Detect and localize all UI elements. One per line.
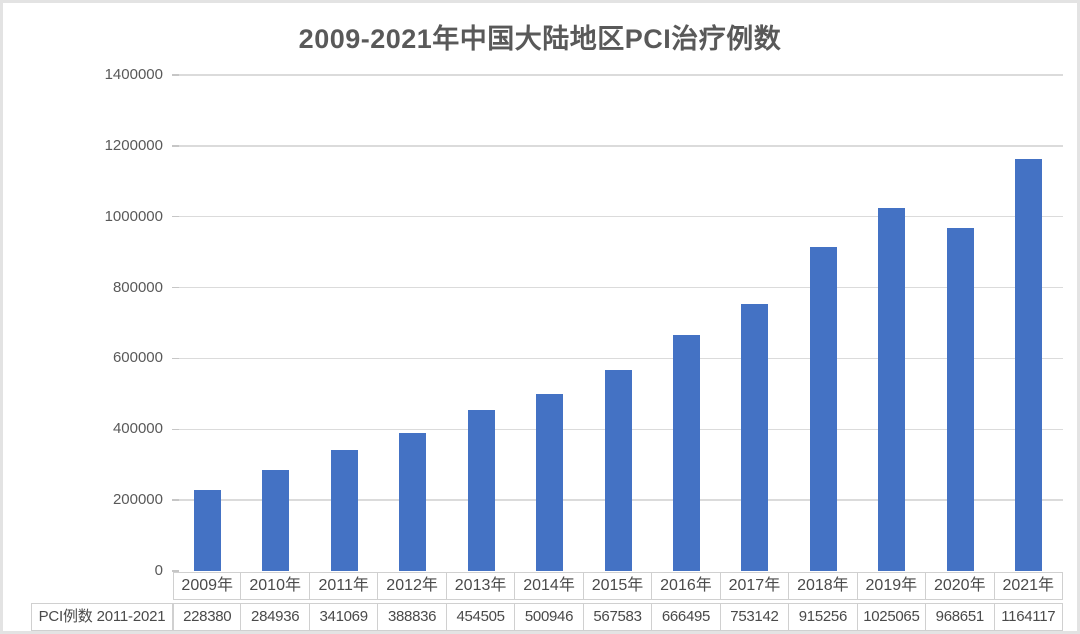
year-cell: 2021年 [993,572,1063,600]
year-cell: 2019年 [856,572,927,600]
value-cell: 567583 [582,603,653,631]
year-cell: 2013年 [445,572,516,600]
bar-2014年 [536,393,564,571]
y-axis-tick [172,74,179,76]
y-gridline [173,286,1063,289]
bar-2011年 [330,450,358,571]
bar-2013年 [467,409,495,571]
year-cell: 2020年 [925,572,995,600]
y-axis-tick-label: 1200000 [104,136,163,154]
y-gridline [173,357,1063,360]
y-gridline [173,145,1063,147]
bar-2021年 [1015,158,1043,571]
y-gridline [173,215,1063,218]
value-cell: 228380 [173,603,242,631]
bar-2017年 [741,304,769,571]
y-axis-tick [172,145,179,147]
value-cell: 388836 [377,603,447,631]
bar-2018年 [809,246,837,571]
value-cell: 500946 [514,603,584,631]
value-cell: 454505 [445,603,516,631]
value-cell: 915256 [788,603,858,631]
value-cell: 666495 [651,603,721,631]
value-cell: 1164117 [993,603,1063,631]
y-axis-tick [172,215,179,218]
chart-title: 2009-2021年中国大陆地区PCI治疗例数 [298,24,782,54]
year-cell: 2017年 [719,572,790,600]
bar-2020年 [946,227,974,571]
y-axis-tick-label: 800000 [112,278,163,296]
year-cell: 2010年 [240,572,310,600]
year-cell: 2012年 [377,572,447,600]
y-axis-tick-label: 600000 [112,349,163,367]
value-cell: 968651 [925,603,995,631]
y-axis-tick-label: 1400000 [104,66,163,83]
bar-2010年 [262,470,290,571]
bar-2009年 [193,490,221,571]
year-cell: 2016年 [651,572,721,600]
y-axis-tick [172,570,179,572]
year-cell: 2014年 [514,572,584,600]
year-cell: 2009年 [173,572,242,600]
bar-2019年 [878,207,906,571]
value-cell: 1025065 [856,603,927,631]
year-cell: 2011年 [308,572,379,600]
y-axis-tick [172,428,179,431]
bar-2012年 [399,433,427,571]
value-cell: 341069 [308,603,379,631]
y-axis-tick [172,499,179,501]
y-axis-tick [172,357,179,360]
value-cell: 753142 [719,603,790,631]
y-axis-tick-label: 0 [154,562,163,579]
y-gridline [173,74,1063,76]
bar-2015年 [604,369,632,571]
value-cell: 284936 [240,603,310,631]
series-name-cell: PCI例数 2011-2021 [31,603,173,631]
y-axis-tick-label: 400000 [112,420,163,438]
bar-2016年 [672,334,700,571]
y-axis-tick-label: 200000 [112,491,163,509]
year-cell: 2015年 [582,572,653,600]
y-axis-tick-label: 1000000 [104,207,163,225]
year-cell: 2018年 [788,572,858,600]
y-axis-tick [172,286,179,289]
